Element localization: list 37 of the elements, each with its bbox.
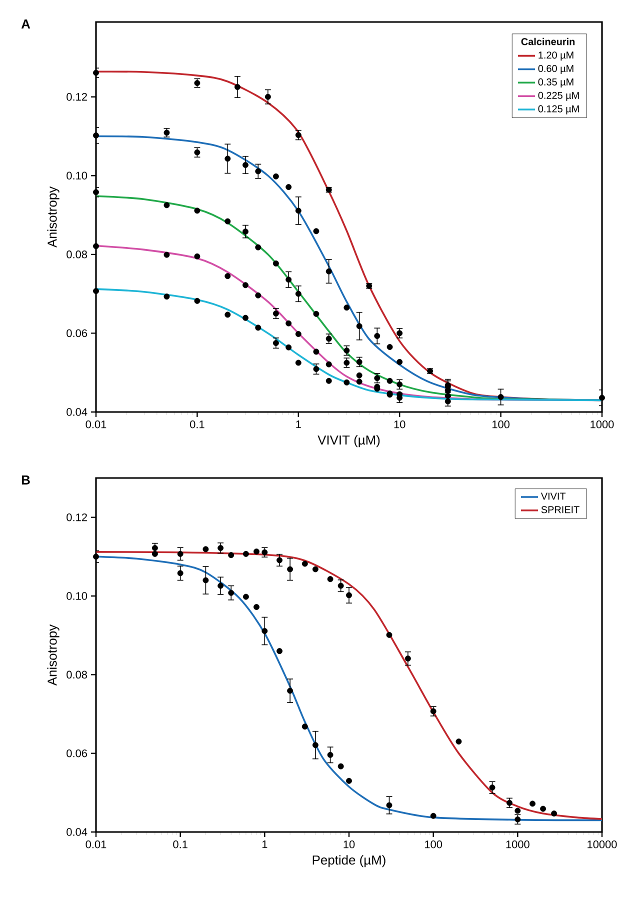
y-tick-label: 0.10 [66, 592, 88, 600]
y-tick-label: 0.08 [66, 670, 88, 679]
legend-label: 1.20 µM [538, 52, 574, 61]
chart-title: B [22, 476, 30, 484]
x-tick-label: 1000 [506, 840, 530, 848]
legend-label: 0.125 µM [538, 105, 579, 114]
y-tick-label: 0.04 [66, 408, 88, 416]
y-tick-label: 0.12 [66, 513, 87, 522]
legend-label: 0.35 µM [538, 78, 574, 88]
x-tick-label: 0.1 [190, 420, 204, 428]
x-tick-label: 1000 [590, 420, 614, 428]
chart-title: A [21, 20, 30, 28]
y-tick-label: 0.06 [66, 329, 88, 338]
y-tick-label: 0.04 [66, 828, 88, 836]
y-axis-title: Anisotropy [47, 186, 60, 248]
y-axis-title: Anisotropy [47, 624, 60, 686]
x-axis-title: Peptide (µM) [312, 855, 386, 868]
x-tick-label: 0.01 [86, 420, 106, 428]
legend-title: Calcineurin [521, 38, 575, 46]
x-tick-label: 100 [492, 420, 510, 428]
y-tick-label: 0.12 [66, 92, 87, 101]
x-tick-label: 10000 [588, 840, 617, 848]
legend-label: SPRIEIT [541, 506, 580, 514]
x-tick-label: 1 [262, 840, 268, 848]
y-tick-label: 0.10 [66, 172, 88, 180]
x-tick-label: 10 [344, 840, 355, 848]
x-tick-label: 0.1 [173, 840, 188, 848]
legend-label: 0.60 µM [538, 65, 574, 74]
y-tick-label: 0.08 [66, 250, 88, 258]
x-tick-label: 100 [425, 840, 442, 848]
y-tick-label: 0.06 [66, 749, 88, 758]
x-tick-label: 0.01 [86, 840, 106, 848]
x-tick-label: 10 [394, 420, 406, 428]
legend-label: 0.225 µM [538, 92, 579, 101]
x-tick-label: 1 [296, 420, 301, 428]
x-axis-title: VIVIT (µM) [318, 435, 380, 448]
legend-label: VIVIT [540, 492, 566, 500]
